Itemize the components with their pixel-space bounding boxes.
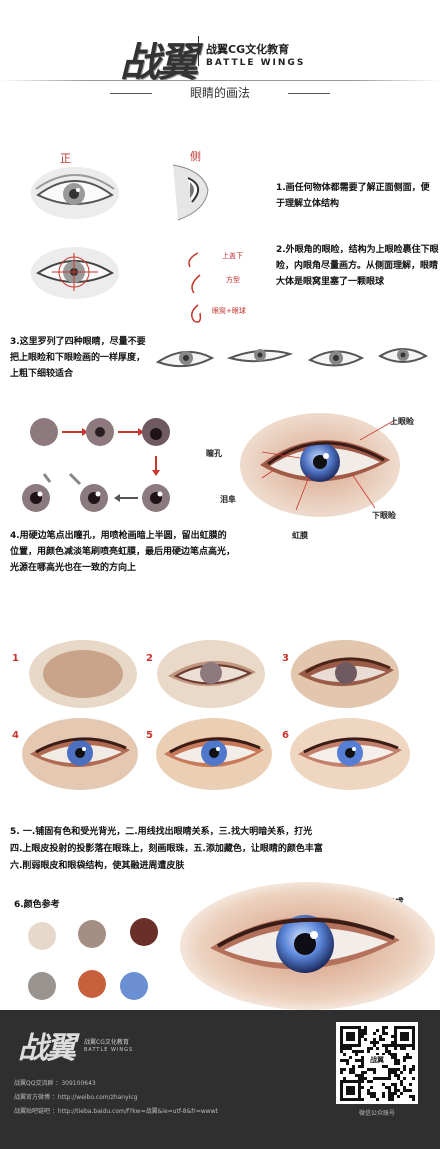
annotation-square-shape: 方型 <box>226 276 240 284</box>
color-swatch <box>130 918 158 946</box>
step-number-4: 4 <box>12 730 19 741</box>
note-4: 4.用硬边笔点出瞳孔，用喷枪画暗上半圆，留出虹膜的位置，用颜色减淡笔刷喷亮虹膜，… <box>10 531 236 573</box>
step-2-painting <box>157 640 265 708</box>
note-5-line-1: 5. 一.铺固有色和受光背光，二.用线找出眼睛关系，三.找大明暗关系，打光 <box>10 827 313 837</box>
color-palette <box>28 918 158 1000</box>
header-divider <box>0 80 440 81</box>
footer-weibo-link[interactable]: 战翼官方微博 ：http://weibo.com/zhanyicg <box>14 1094 138 1101</box>
finished-eye-painting <box>180 882 435 1010</box>
footer-logo: 战翼 <box>18 1031 76 1066</box>
iris-process-diagram <box>22 418 170 512</box>
step-6-painting <box>290 718 410 790</box>
front-label: 正 <box>60 152 71 165</box>
step-3-painting <box>291 640 399 708</box>
logo: 战翼 <box>120 39 198 86</box>
note-3: 3.这里罗列了四种眼睛，尽量不要把上眼睑和下眼睑画的一样厚度，上粗下细较适合 <box>10 337 146 379</box>
label-lower-lid: 下眼睑 <box>372 511 396 520</box>
title-line-left <box>110 93 152 94</box>
side-eye-sketch <box>172 164 209 221</box>
label-caruncle: 泪阜 <box>220 495 236 504</box>
iris-step-1 <box>30 418 58 446</box>
footer-qq-group: 战翼QQ交流群 ：309100643 <box>14 1080 96 1087</box>
brand-name-en: BATTLE WINGS <box>206 58 306 68</box>
front-eye-sketch <box>31 167 119 219</box>
eye-variant-3 <box>307 350 365 367</box>
step-number-1: 1 <box>12 653 19 664</box>
annotation-socket-eyeball: 眼窝+眼球 <box>212 307 246 315</box>
eye-shape-variants <box>155 348 429 368</box>
color-swatch <box>28 972 56 1000</box>
qr-center-logo: 战翼 <box>364 1055 390 1065</box>
logo-divider <box>198 36 199 66</box>
step-number-5: 5 <box>146 730 153 741</box>
colors-title: 6.颜色参考 <box>14 900 60 910</box>
qr-caption: 微信公众账号 <box>358 1110 395 1117</box>
color-swatch <box>28 922 56 950</box>
annotation-upper-over-lower: 上盖下 <box>222 252 243 260</box>
title-line-right <box>288 93 330 94</box>
eye-variant-4 <box>377 348 429 363</box>
step-4-painting <box>22 718 138 790</box>
note-5-line-3: 六.削弱眼皮和眼袋结构，使其融进周遭皮肤 <box>10 861 185 871</box>
annotation-strokes <box>188 252 202 323</box>
footer-brand-en: BATTLE WINGS <box>84 1047 134 1053</box>
eye-variant-1 <box>155 351 215 368</box>
step-1-painting <box>29 640 137 708</box>
label-upper-lid: 上眼睑 <box>390 417 414 426</box>
footer-tieba-link[interactable]: 战翼贴吧链吧 ：http://tieba.baidu.com/f?kw=战翼&i… <box>14 1108 218 1115</box>
step-number-3: 3 <box>282 653 289 664</box>
eye-variant-2 <box>226 349 294 363</box>
note-2: 2.外眼角的眼睑，结构为上眼睑裹住下眼睑，内眼角尽量画方。从侧面理解，眼睛大体是… <box>276 245 439 287</box>
label-pupil: 瞳孔 <box>206 449 222 458</box>
label-iris: 虹膜 <box>292 531 308 540</box>
color-swatch <box>78 920 106 948</box>
color-swatch <box>78 970 106 998</box>
footer-brand-cn: 战翼CG文化教育 <box>84 1039 129 1046</box>
labeled-eye-painting <box>240 413 400 517</box>
step-number-6: 6 <box>282 730 289 741</box>
note-1: 1.画任何物体都需要了解正面侧面，便于理解立体结构 <box>276 183 430 209</box>
note-5-line-2: 四.上眼皮投射的投影落在眼珠上，刻画眼珠，五.添加藏色，让眼睛的颜色丰富 <box>10 844 323 854</box>
side-label: 侧 <box>190 150 201 163</box>
step-5-painting <box>156 718 272 790</box>
page-title: 眼睛的画法 <box>189 86 250 100</box>
brand-name-cn: 战翼CG文化教育 <box>206 43 290 56</box>
construction-eye-sketch <box>31 247 119 299</box>
step-number-2: 2 <box>146 653 153 664</box>
color-swatch <box>120 972 148 1000</box>
